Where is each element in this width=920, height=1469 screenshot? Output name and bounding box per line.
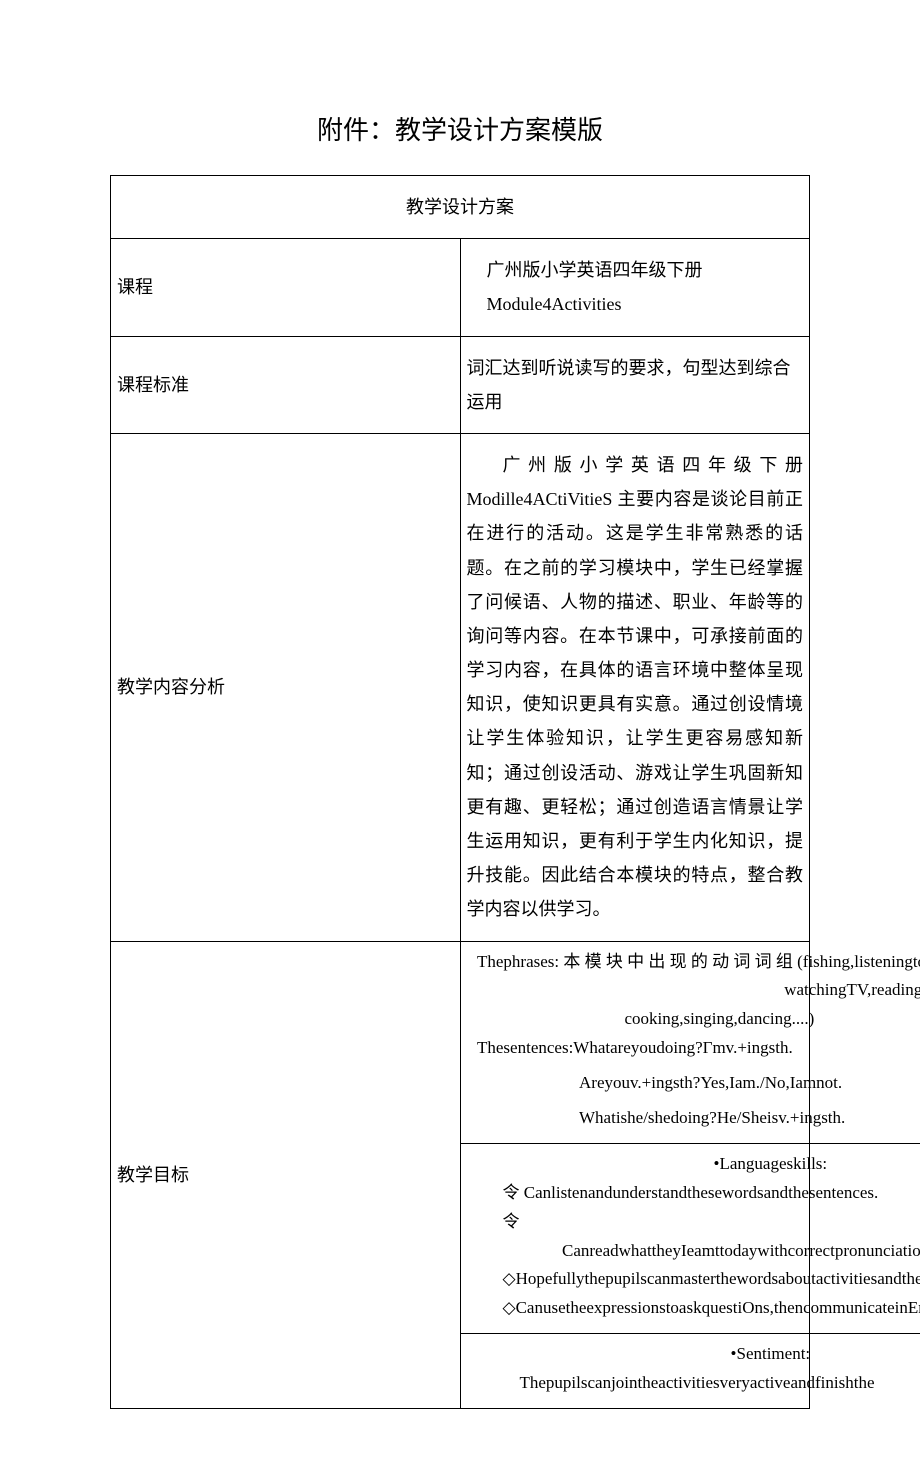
obj2-l1: •Languageskills: bbox=[469, 1150, 920, 1179]
label-course: 课程 bbox=[111, 239, 461, 336]
objectives-block-1-cell: Thephrases: 本 模 块 中 出 现 的 动 词 词 组 (fishi… bbox=[461, 942, 920, 1144]
content-analysis-text: 广州版小学英语四年级下册 Modille4ACtiVitieS 主要内容是谈论目… bbox=[467, 448, 804, 927]
obj1-l4: Thesentences:Whatareyoudoing?Γmv.+ingsth… bbox=[469, 1034, 920, 1063]
obj1-l2: watchingTV,reading, bbox=[469, 976, 920, 1005]
obj1-l5: Areyouv.+ingsth?Yes,Iam./No,Iamnot. bbox=[469, 1069, 920, 1098]
objectives-block-3-cell: •Sentiment: Thepupilscanjointheactivitie… bbox=[461, 1334, 920, 1408]
obj1-l6: Whatishe/shedoing?He/Sheisv.+ingsth. bbox=[469, 1104, 920, 1133]
course-text: 广州版小学英语四年级下册 Module4Activities bbox=[467, 253, 804, 321]
row-content-analysis: 教学内容分析 广州版小学英语四年级下册 Modille4ACtiVitieS 主… bbox=[111, 433, 810, 941]
objectives-block-2-cell: •Languageskills: 令 Canlistenandunderstan… bbox=[461, 1143, 920, 1333]
objectives-block-1: Thephrases: 本 模 块 中 出 现 的 动 词 词 组 (fishi… bbox=[461, 942, 920, 1144]
obj3-l2: Thepupilscanjointheactivitiesveryactivea… bbox=[469, 1369, 920, 1398]
value-objectives: Thephrases: 本 模 块 中 出 现 的 动 词 词 组 (fishi… bbox=[460, 941, 810, 1408]
value-course: 广州版小学英语四年级下册 Module4Activities bbox=[460, 239, 810, 336]
obj2-l6: ◇CanusetheexpressionstoaskquestiOns,then… bbox=[469, 1294, 920, 1323]
value-standard: 词汇达到听说读写的要求，句型达到综合运用 bbox=[460, 336, 810, 433]
standard-text: 词汇达到听说读写的要求，句型达到综合运用 bbox=[467, 351, 804, 419]
table-header: 教学设计方案 bbox=[111, 176, 810, 239]
value-content-analysis: 广州版小学英语四年级下册 Modille4ACtiVitieS 主要内容是谈论目… bbox=[460, 433, 810, 941]
design-table: 教学设计方案 课程 广州版小学英语四年级下册 Module4Activities… bbox=[110, 175, 810, 1409]
document-page: 附件：教学设计方案模版 教学设计方案 课程 广州版小学英语四年级下册 Modul… bbox=[0, 0, 920, 1469]
obj2-l5: ◇Hopefullythepupilscanmasterthewordsabou… bbox=[469, 1265, 920, 1294]
row-course: 课程 广州版小学英语四年级下册 Module4Activities bbox=[111, 239, 810, 336]
label-standard: 课程标准 bbox=[111, 336, 461, 433]
row-standard: 课程标准 词汇达到听说读写的要求，句型达到综合运用 bbox=[111, 336, 810, 433]
label-content-analysis: 教学内容分析 bbox=[111, 433, 461, 941]
obj3-l1: •Sentiment: bbox=[469, 1340, 920, 1369]
label-objectives: 教学目标 bbox=[111, 941, 461, 1408]
obj1-l1: Thephrases: 本 模 块 中 出 现 的 动 词 词 组 (fishi… bbox=[469, 948, 920, 977]
row-objectives: 教学目标 Thephrases: 本 模 块 中 出 现 的 动 词 词 组 (… bbox=[111, 941, 810, 1408]
objectives-block-2: •Languageskills: 令 Canlistenandunderstan… bbox=[461, 1143, 920, 1333]
table-header-row: 教学设计方案 bbox=[111, 176, 810, 239]
obj2-l3: 令 bbox=[469, 1208, 920, 1237]
obj2-l4: CanreadwhattheyIeamttodaywithcorrectpron… bbox=[469, 1237, 920, 1266]
objectives-inner-table: Thephrases: 本 模 块 中 出 现 的 动 词 词 组 (fishi… bbox=[461, 942, 920, 1408]
obj1-l3: cooking,singing,dancing....) bbox=[469, 1005, 920, 1034]
obj2-l2: 令 Canlistenandunderstandthesewordsandthe… bbox=[469, 1179, 920, 1208]
objectives-block-3: •Sentiment: Thepupilscanjointheactivitie… bbox=[461, 1334, 920, 1408]
page-title: 附件：教学设计方案模版 bbox=[110, 110, 810, 147]
